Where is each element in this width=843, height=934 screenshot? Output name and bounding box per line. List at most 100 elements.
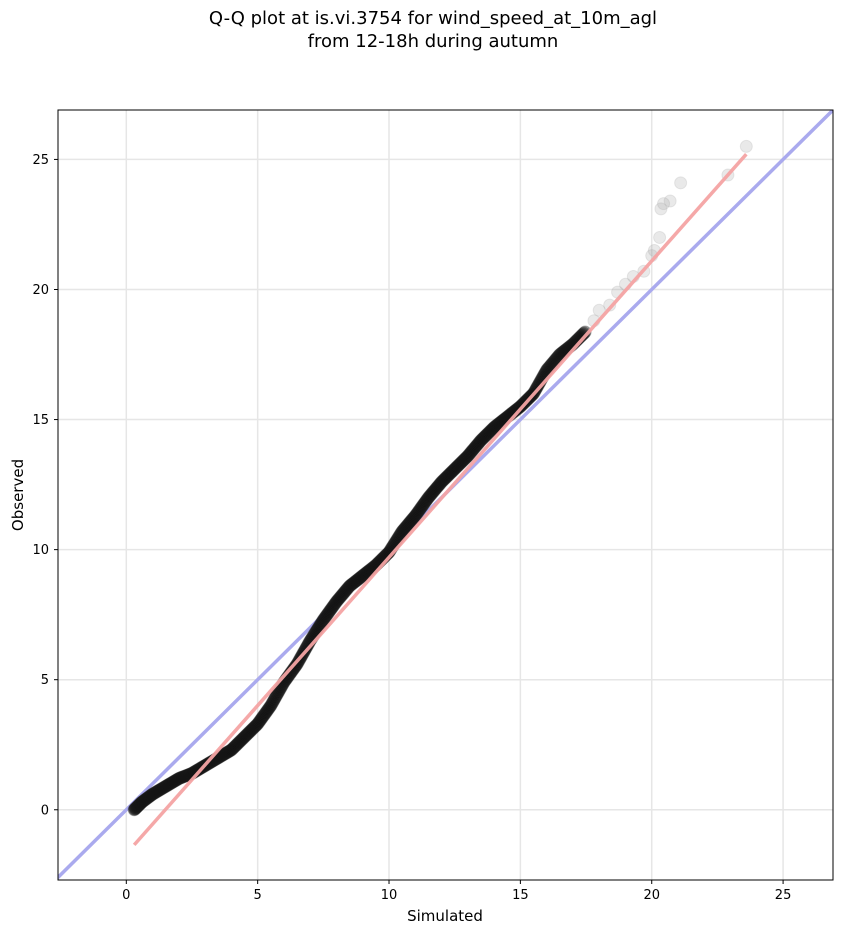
y-axis-label: Observed [9,459,27,531]
qq-point [478,430,492,444]
x-tick-label: 25 [775,888,792,903]
qq-point [468,440,482,454]
qq-point [333,590,347,604]
qq-point [412,504,426,518]
qq-point [346,576,360,590]
qq-point [328,597,342,611]
qq-point [403,516,417,529]
qq-point [436,473,450,487]
qq-point [160,779,174,793]
qq-point [234,734,248,748]
qq-point [166,775,180,789]
qq-point [437,472,451,486]
qq-point [164,776,178,790]
qq-point [262,701,276,715]
qq-point [237,731,251,745]
qq-point [474,433,488,447]
y-tick-label: 10 [32,543,49,558]
qq-point [451,459,465,473]
qq-point [217,747,231,761]
qq-point [265,697,279,711]
qq-point [130,800,144,814]
qq-point [407,510,421,524]
qq-point [448,462,462,476]
qq-point [454,455,468,469]
qq-point [401,518,415,532]
qq-point [422,489,436,503]
qq-point [134,796,148,810]
qq-point [138,793,152,807]
qq-point [357,568,371,582]
qq-point [439,470,453,484]
qq-point [252,716,266,730]
qq-point [312,620,326,634]
qq-point [487,420,501,434]
qq-point [443,467,457,481]
qq-point [341,581,355,595]
qq-point [352,572,366,586]
qq-point [221,745,235,759]
qq-point [132,798,146,812]
qq-point [408,509,422,523]
qq-point [317,612,331,626]
qq-point [144,788,158,802]
qq-point [271,685,285,699]
qq-point [461,449,475,463]
qq-point [399,520,413,534]
qq-point [465,445,479,459]
qq-point [176,770,190,784]
qq-point [180,768,194,782]
qq-point [464,446,478,460]
qq-point [354,570,368,584]
qq-point [481,426,495,440]
qq-point [473,434,487,448]
qq-point [432,478,446,492]
x-axis-ticks: 0 5 10 15 20 25 [122,880,791,903]
qq-point [555,346,569,360]
qq-point [429,482,443,496]
qq-point [319,609,333,623]
qq-point [232,736,246,749]
qq-point [299,640,313,654]
fit-line [132,153,748,847]
qq-point [162,778,176,792]
qq-point [441,468,455,482]
qq-point [191,763,205,777]
qq-point [343,579,357,593]
qq-point [476,432,490,446]
qq-point [222,745,236,759]
qq-point [548,353,562,367]
x-tick-label: 10 [381,888,398,903]
qq-point [460,450,474,464]
qq-point [423,488,437,502]
qq-point [427,484,441,498]
qq-point [129,801,143,815]
qq-point [314,617,328,631]
qq-point [129,801,143,815]
qq-point [151,784,165,798]
qq-tail-point [663,194,677,208]
qq-tail-point [592,303,606,317]
qq-point [446,464,460,478]
qq-point [140,792,154,806]
qq-point [447,463,461,477]
qq-point [359,566,373,580]
qq-point [254,712,268,726]
y-tick-label: 5 [41,673,49,688]
qq-point [250,718,264,732]
qq-point [257,708,271,722]
qq-point [178,769,192,783]
y-axis-ticks: 0 5 10 15 20 25 [32,153,58,818]
qq-point [268,690,282,704]
qq-point [227,740,241,754]
qq-point [553,348,567,362]
qq-point [470,438,484,452]
qq-point [329,596,343,610]
qq-point [179,769,193,783]
qq-point [173,771,187,785]
qq-point [247,721,261,735]
qq-point [485,422,499,436]
qq-point [458,452,472,466]
qq-point [329,595,343,609]
qq-point [434,476,448,490]
